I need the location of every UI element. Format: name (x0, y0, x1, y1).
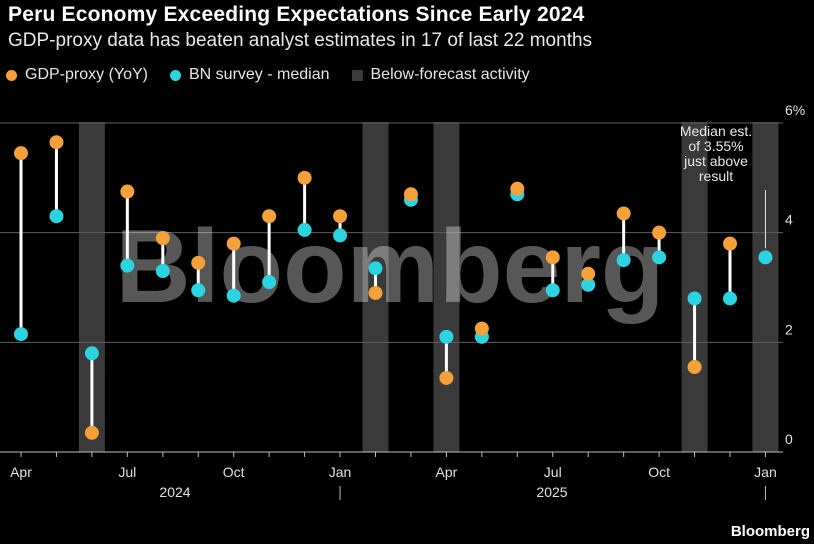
x-tick-label: Jul (118, 464, 136, 480)
gdp-point (687, 360, 702, 375)
legend-gdp-swatch (6, 69, 17, 81)
gdp-point (368, 285, 383, 300)
gdp-point (723, 236, 737, 251)
x-tick-label: Jul (544, 464, 562, 480)
gdp-point (14, 146, 28, 161)
gdp-point (155, 231, 170, 246)
x-axis: Apr Jul Oct Jan Apr Jul Oct Jan 2024 2025 (0, 451, 783, 500)
survey-point (14, 327, 28, 342)
survey-point (262, 275, 277, 290)
year-label: 2024 (159, 484, 190, 500)
watermark: Bloomberg (116, 209, 665, 325)
gdp-point (297, 170, 312, 185)
survey-point (297, 222, 312, 237)
gdp-point (49, 135, 64, 150)
survey-point (120, 258, 135, 273)
survey-point (723, 291, 737, 306)
x-tick-label: Oct (648, 464, 670, 480)
y-tick-label: 2 (785, 321, 793, 337)
legend-below-swatch (351, 69, 363, 81)
gdp-point (581, 266, 596, 281)
survey-point (758, 250, 773, 265)
legend-survey-swatch (170, 69, 181, 81)
x-tick-label: Jan (329, 464, 352, 480)
year-label: 2025 (536, 484, 567, 500)
gdp-point (403, 187, 418, 202)
survey-point (687, 291, 702, 306)
survey-point (226, 288, 241, 303)
survey-point (333, 228, 348, 243)
gdp-point (510, 181, 525, 196)
x-tick-label: Jan (754, 464, 777, 480)
gdp-point (545, 250, 560, 265)
y-tick-label: 4 (785, 212, 793, 228)
gdp-point (262, 209, 277, 224)
chart-subtitle: GDP-proxy data has beaten analyst estima… (8, 30, 593, 51)
y-tick-label: 6% (785, 102, 805, 118)
annotation-line: of 3.55% (688, 138, 743, 154)
x-tick-label: Apr (436, 464, 458, 480)
source-label: Bloomberg (730, 523, 810, 540)
x-tick-label: Apr (10, 464, 32, 480)
below-forecast-band (752, 122, 779, 452)
survey-point (191, 283, 206, 298)
y-tick-label: 0 (785, 431, 793, 447)
gdp-point (226, 236, 241, 251)
legend-gdp-label: GDP-proxy (YoY) (25, 66, 148, 83)
gdp-point (333, 209, 348, 224)
annotation-line: result (699, 168, 733, 184)
data-points (14, 135, 773, 440)
survey-point (155, 264, 170, 279)
legend-item-gdp: GDP-proxy (YoY) (6, 66, 148, 84)
annotation-line: Median est. (680, 123, 752, 139)
chart-title: Peru Economy Exceeding Expectations Sinc… (8, 3, 585, 26)
annotation-line: just above (683, 153, 748, 169)
survey-point (439, 329, 454, 344)
survey-point (84, 346, 99, 361)
gdp-point (439, 370, 454, 385)
gdp-point (120, 184, 135, 199)
y-axis-labels: 0 2 4 6% (785, 102, 805, 447)
legend-item-survey: BN survey - median (170, 66, 330, 84)
legend-below-label: Below-forecast activity (370, 66, 530, 83)
survey-point (581, 277, 596, 292)
gdp-point (652, 225, 667, 240)
gdp-point (191, 255, 206, 270)
legend-survey-label: BN survey - median (189, 66, 330, 83)
legend-item-below: Below-forecast activity (351, 66, 530, 84)
survey-point (49, 209, 64, 224)
survey-point (616, 253, 631, 268)
legend: GDP-proxy (YoY) BN survey - median Below… (6, 66, 552, 84)
survey-point (368, 261, 383, 276)
gdp-point (616, 206, 631, 221)
survey-point (545, 283, 560, 298)
gdp-point (474, 321, 489, 336)
gdp-point (84, 425, 99, 440)
below-forecast-band (433, 122, 460, 452)
x-tick-label: Oct (223, 464, 245, 480)
survey-point (652, 250, 667, 265)
below-forecast-band (681, 122, 708, 452)
